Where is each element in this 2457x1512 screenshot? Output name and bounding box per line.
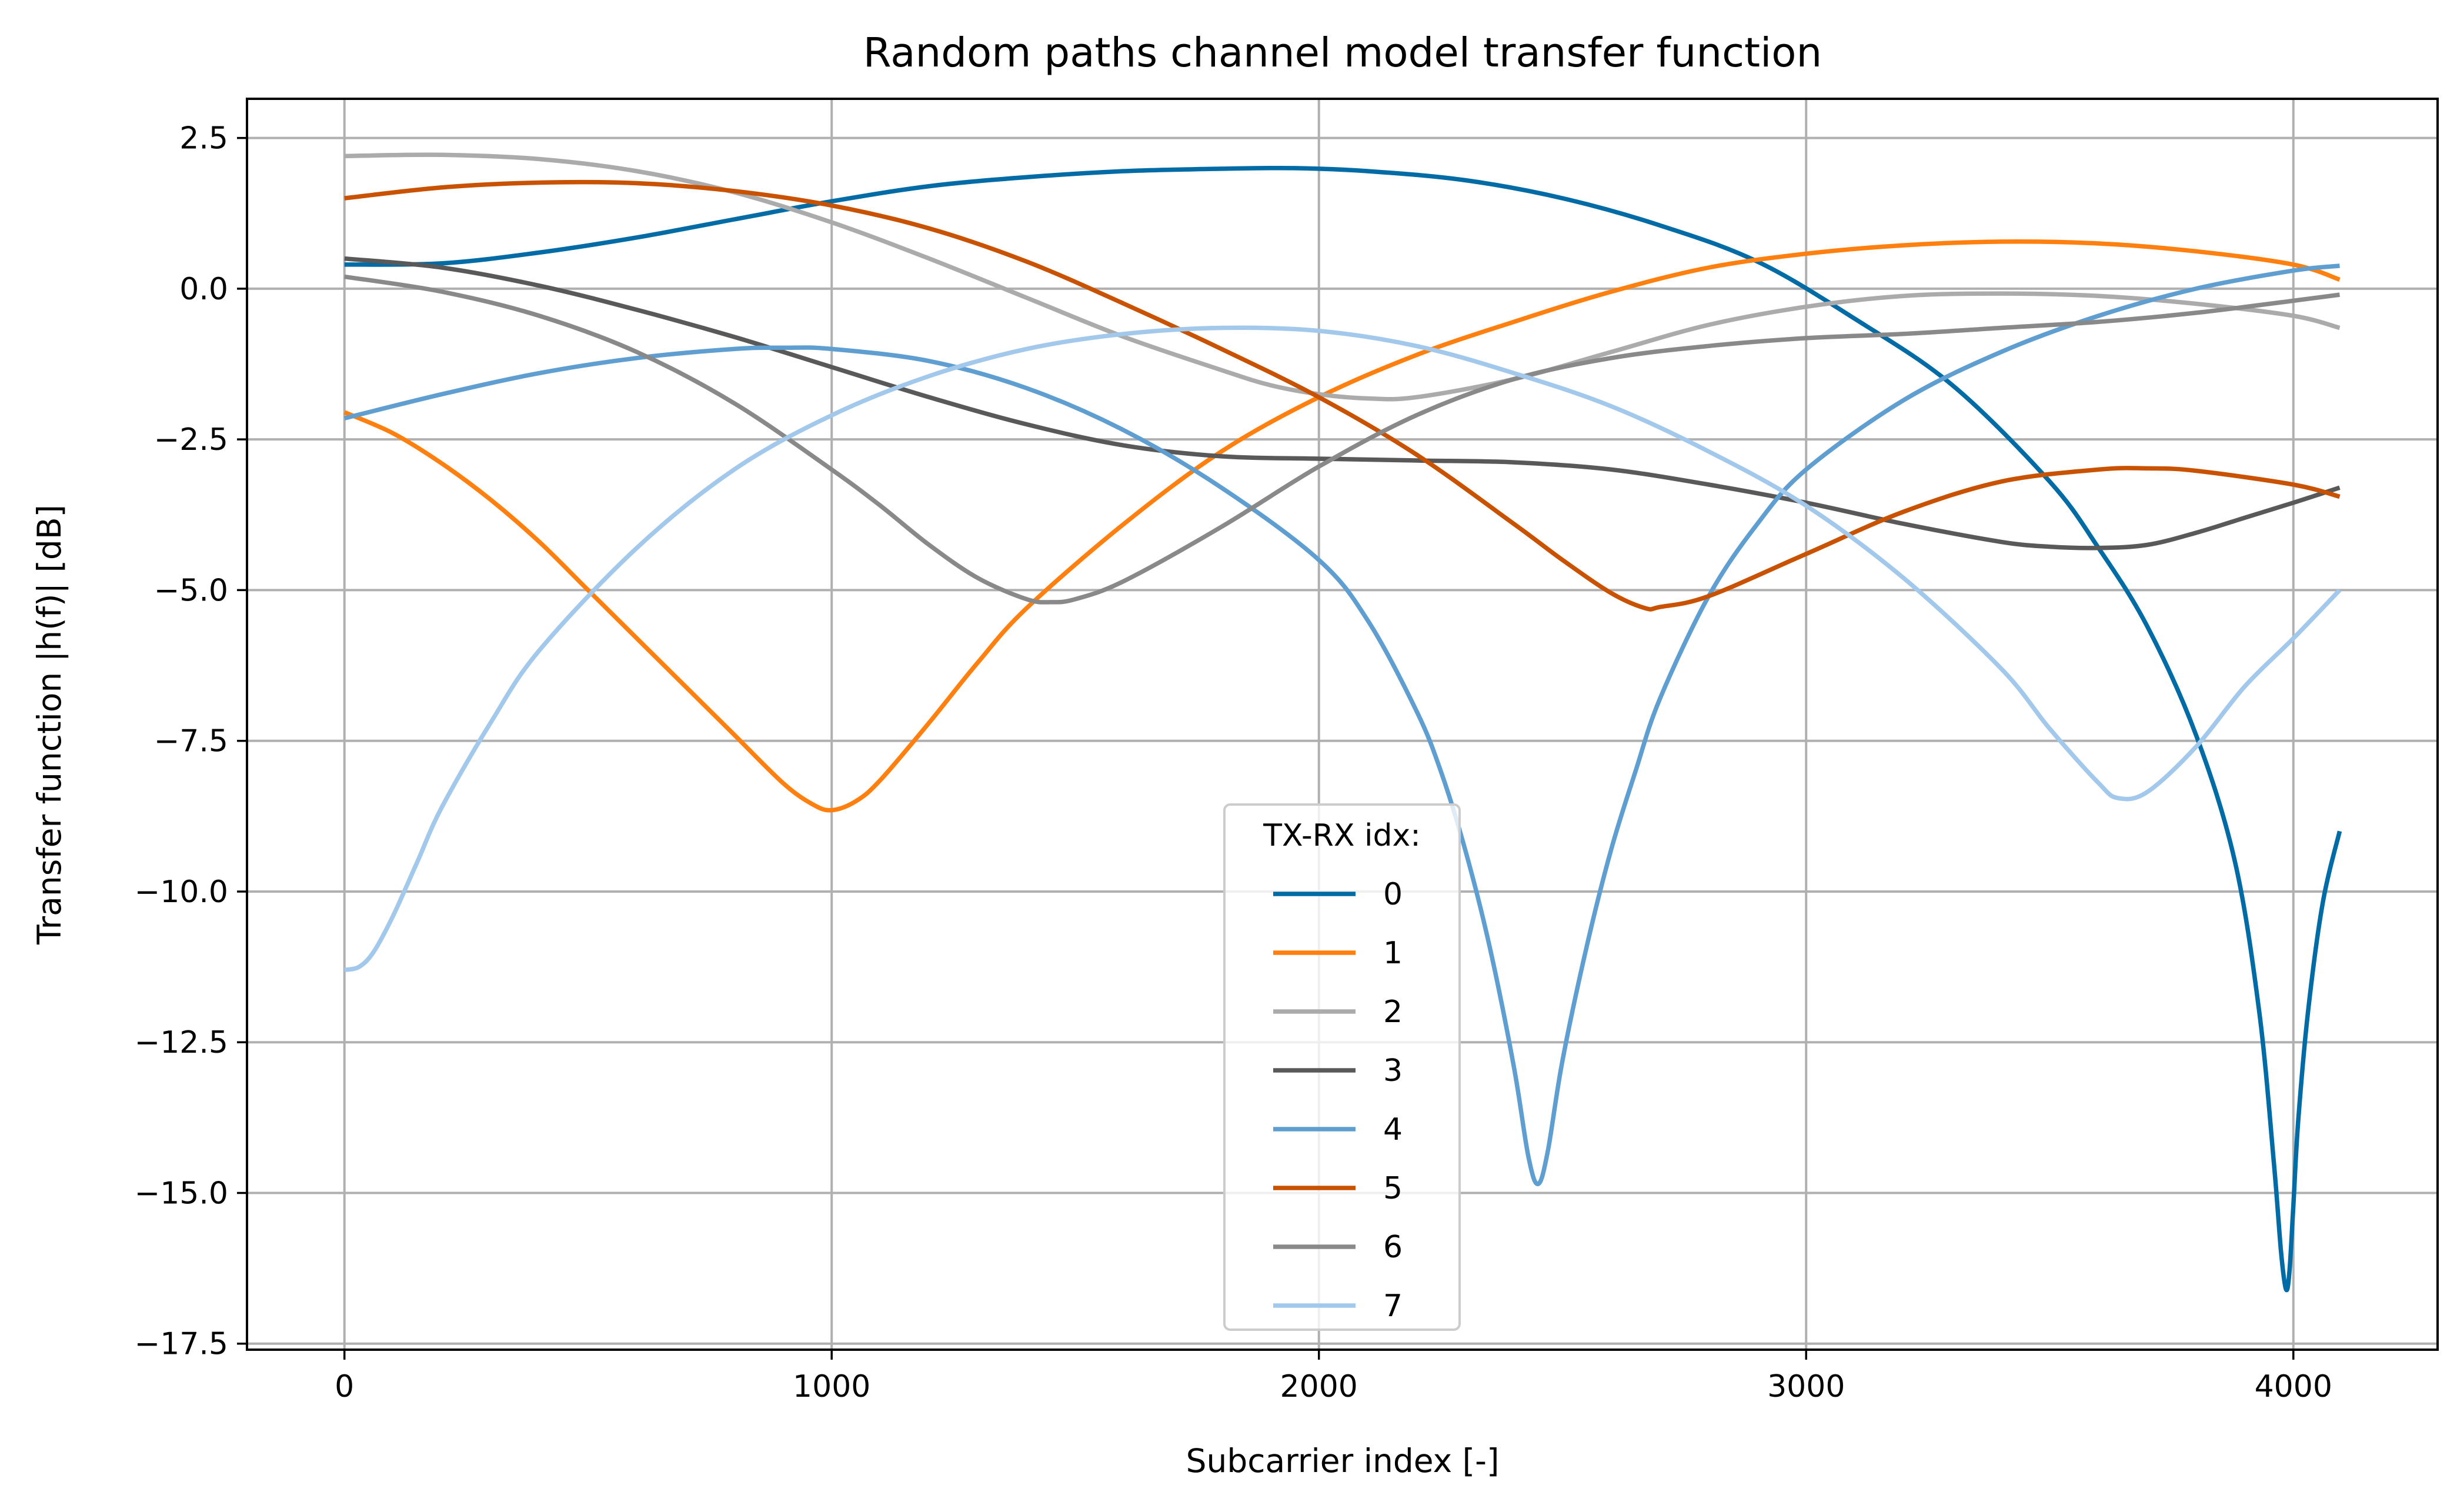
series-line-6: [344, 274, 2341, 605]
legend-title: TX-RX idx:: [1263, 818, 1421, 853]
x-axis-label: Subcarrier index [-]: [1186, 1442, 1500, 1480]
y-axis-label: Transfer function |h(f)| [dB]: [31, 505, 69, 945]
series-line-5: [344, 179, 2341, 612]
series-line-1: [343, 239, 2341, 813]
plot-frame: [246, 98, 2439, 1351]
series-line-2: [344, 152, 2341, 402]
y-tick-label: −7.5: [154, 724, 228, 759]
y-tick-label: −5.0: [154, 573, 228, 608]
x-tick-label: 3000: [1767, 1369, 1845, 1404]
legend-label-3: 3: [1383, 1053, 1403, 1089]
legend-label-4: 4: [1383, 1112, 1403, 1147]
legend-label-1: 1: [1383, 936, 1403, 971]
series-group: [343, 152, 2342, 1293]
legend-label-7: 7: [1383, 1289, 1403, 1324]
y-tick-label: −12.5: [135, 1025, 228, 1060]
legend-label-5: 5: [1383, 1171, 1403, 1206]
legend-box: [1223, 803, 1461, 1331]
chart-title: Random paths channel model transfer func…: [863, 29, 1822, 76]
series-line-4: [343, 263, 2340, 1186]
legend-label-2: 2: [1383, 994, 1403, 1030]
x-tick-label: 0: [335, 1369, 354, 1404]
x-tick-label: 1000: [793, 1369, 870, 1404]
series-line-7: [343, 325, 2342, 972]
x-axis: 0 1000 2000 3000 4000: [335, 1350, 2332, 1404]
y-tick-label: −10.0: [135, 875, 228, 910]
y-axis: 2.5 0.0 −2.5 −5.0 −7.5 −10.0 −12.5 −15.0 −17.5: [135, 121, 247, 1362]
plot-area: [246, 98, 2439, 1351]
x-tick-label: 2000: [1280, 1369, 1358, 1404]
y-tick-label: −17.5: [135, 1327, 228, 1362]
legend: TX-RX idx: 0 1 2 3 4 5 6 7: [1223, 803, 1461, 1331]
legend-entries: 0 1 2 3 4 5 6 7: [1273, 877, 1403, 1324]
y-tick-label: −15.0: [135, 1176, 228, 1211]
series-line-0: [344, 165, 2342, 1293]
legend-label-6: 6: [1383, 1230, 1403, 1265]
y-tick-label: 0.0: [179, 272, 228, 307]
y-tick-label: 2.5: [179, 121, 228, 156]
x-tick-label: 4000: [2255, 1369, 2332, 1404]
legend-label-0: 0: [1383, 877, 1403, 912]
y-tick-label: −2.5: [154, 422, 228, 458]
